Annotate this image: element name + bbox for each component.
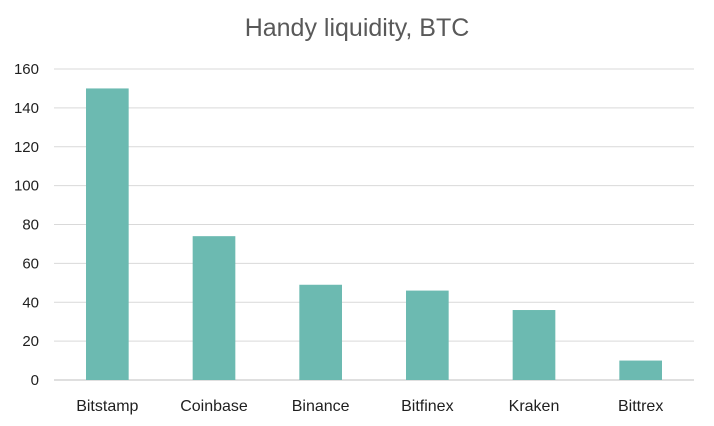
chart-title: Handy liquidity, BTC (245, 14, 470, 42)
x-category-label: Kraken (509, 398, 560, 415)
y-tick-label: 40 (22, 294, 39, 311)
bar-kraken (512, 310, 556, 380)
y-tick-label: 0 (31, 372, 39, 389)
y-tick-label: 80 (22, 217, 39, 234)
bar-bitfinex (406, 290, 449, 380)
x-category-label: Bitfinex (401, 398, 453, 415)
y-tick-label: 20 (22, 333, 39, 350)
x-axis-category-labels: Bitstamp Coinbase Binance Bitfinex Kraken Bit… (76, 398, 663, 415)
grid-lines (54, 68, 694, 381)
bar-coinbase (192, 236, 236, 380)
bar-binance (299, 284, 342, 380)
y-tick-label: 120 (14, 139, 39, 156)
bar-bittrex (619, 360, 662, 380)
y-tick-label: 140 (14, 100, 39, 117)
y-tick-label: 160 (14, 61, 39, 78)
y-tick-label: 60 (22, 255, 39, 272)
x-category-label: Binance (292, 398, 350, 415)
y-tick-label: 100 (14, 178, 39, 195)
bars (86, 88, 662, 380)
y-axis-tick-labels: 0 20 40 60 80 100 120 140 160 (14, 61, 39, 389)
x-category-label: Coinbase (180, 398, 248, 415)
x-category-label: Bitstamp (76, 398, 138, 415)
x-category-label: Bittrex (618, 398, 663, 415)
bar-bitstamp (86, 88, 129, 380)
